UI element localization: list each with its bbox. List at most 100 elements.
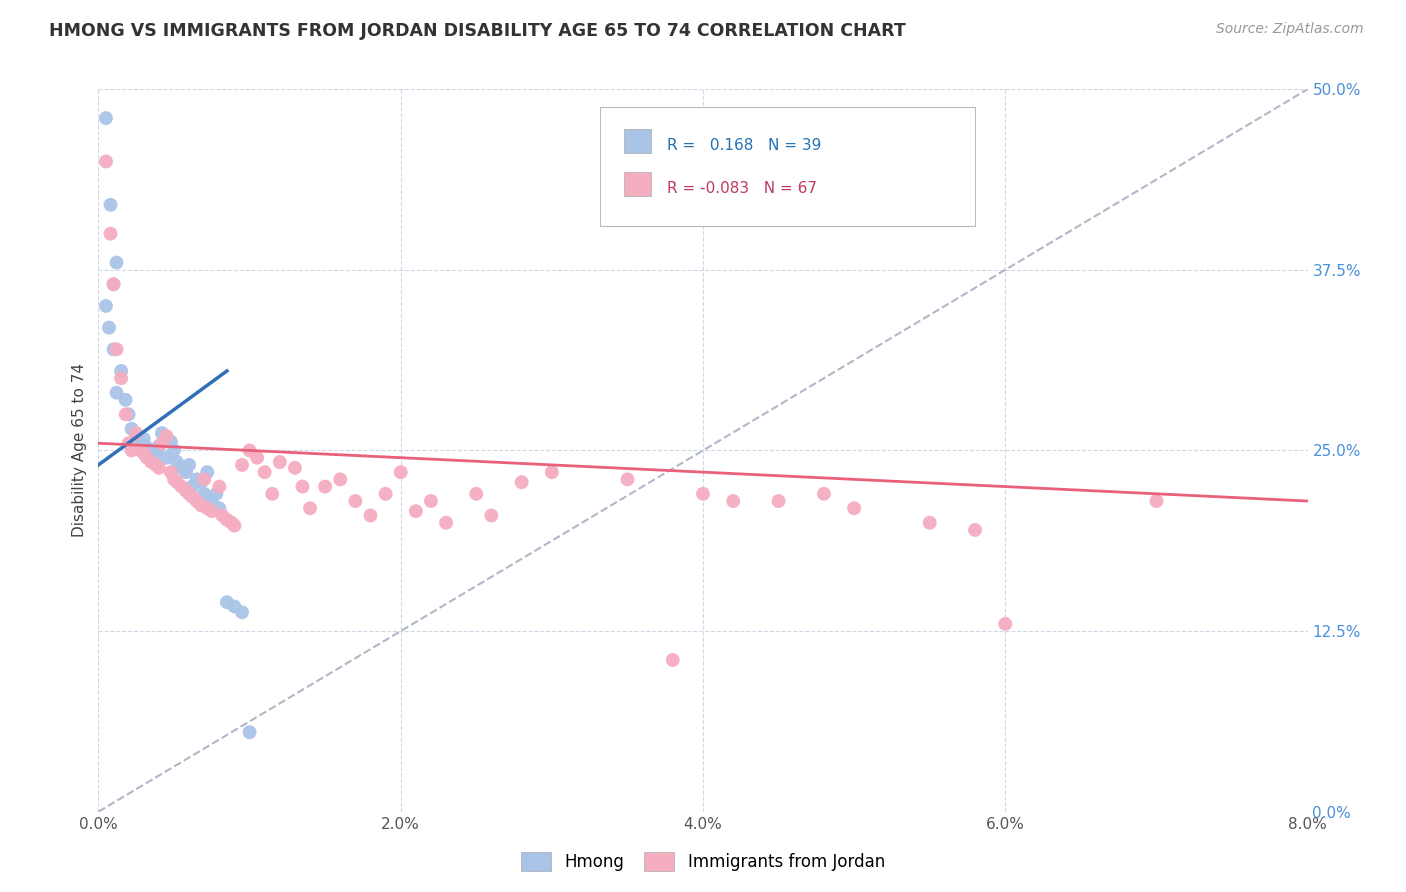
Point	[155, 450, 177, 465]
Y-axis label: Disability Age 65 to 74: Disability Age 65 to 74	[72, 363, 87, 538]
Point	[329, 472, 352, 486]
Point	[129, 443, 152, 458]
Point	[231, 605, 253, 619]
Point	[208, 501, 231, 516]
Point	[121, 443, 143, 458]
Point	[918, 516, 941, 530]
Point	[129, 436, 152, 450]
Point	[195, 465, 218, 479]
Point	[103, 277, 125, 292]
Point	[193, 472, 215, 486]
Point	[190, 475, 212, 490]
Point	[253, 465, 276, 479]
Point	[211, 508, 233, 523]
Point	[661, 653, 683, 667]
Point	[110, 371, 132, 385]
Point	[201, 494, 224, 508]
Point	[135, 441, 157, 455]
Point	[135, 450, 157, 465]
Point	[434, 516, 457, 530]
Point	[170, 460, 193, 475]
Point	[103, 277, 125, 292]
Point	[179, 458, 201, 472]
Point	[179, 487, 201, 501]
Point	[118, 407, 141, 421]
Point	[160, 434, 183, 449]
Point	[121, 422, 143, 436]
Point	[246, 450, 269, 465]
Point	[768, 494, 790, 508]
Point	[132, 446, 155, 460]
Point	[125, 429, 148, 443]
Text: R =   0.168   N = 39: R = 0.168 N = 39	[666, 138, 821, 153]
Text: HMONG VS IMMIGRANTS FROM JORDAN DISABILITY AGE 65 TO 74 CORRELATION CHART: HMONG VS IMMIGRANTS FROM JORDAN DISABILI…	[49, 22, 905, 40]
Point	[723, 494, 745, 508]
Point	[314, 480, 336, 494]
Point	[813, 487, 835, 501]
Point	[420, 494, 443, 508]
Point	[215, 595, 238, 609]
Point	[616, 472, 638, 486]
Point	[195, 501, 218, 516]
Point	[166, 455, 188, 469]
Point	[190, 499, 212, 513]
Point	[239, 725, 262, 739]
Point	[141, 455, 163, 469]
Point	[145, 446, 167, 460]
Point	[94, 299, 117, 313]
Point	[201, 504, 224, 518]
Point	[163, 443, 186, 458]
Point	[150, 436, 173, 450]
Point	[284, 460, 307, 475]
Point	[114, 392, 136, 407]
Point	[155, 429, 177, 443]
Point	[105, 255, 128, 269]
Point	[105, 343, 128, 357]
Point	[94, 111, 117, 125]
FancyBboxPatch shape	[624, 129, 651, 153]
Point	[186, 472, 208, 486]
Point	[100, 198, 122, 212]
FancyBboxPatch shape	[624, 172, 651, 196]
Point	[148, 439, 170, 453]
Point	[150, 426, 173, 441]
Point	[389, 465, 412, 479]
Point	[193, 487, 215, 501]
Point	[132, 432, 155, 446]
Point	[994, 616, 1017, 631]
Point	[186, 494, 208, 508]
Point	[125, 426, 148, 441]
Point	[105, 385, 128, 400]
Point	[166, 475, 188, 490]
Point	[844, 501, 866, 516]
Text: R = -0.083   N = 67: R = -0.083 N = 67	[666, 181, 817, 196]
Point	[174, 483, 197, 498]
Point	[103, 343, 125, 357]
Point	[160, 465, 183, 479]
Point	[174, 465, 197, 479]
Point	[269, 455, 291, 469]
Point	[118, 436, 141, 450]
Point	[965, 523, 987, 537]
Point	[221, 516, 243, 530]
Point	[239, 443, 262, 458]
Point	[510, 475, 533, 490]
Point	[98, 320, 121, 334]
Point	[291, 480, 314, 494]
Point	[114, 407, 136, 421]
Point	[262, 487, 284, 501]
Point	[540, 465, 562, 479]
Point	[224, 599, 246, 614]
Text: Source: ZipAtlas.com: Source: ZipAtlas.com	[1216, 22, 1364, 37]
Point	[231, 458, 253, 472]
Point	[692, 487, 714, 501]
Point	[94, 154, 117, 169]
Point	[208, 480, 231, 494]
Point	[100, 227, 122, 241]
Point	[141, 443, 163, 458]
Point	[224, 518, 246, 533]
Point	[181, 480, 204, 494]
Point	[360, 508, 382, 523]
Point	[465, 487, 488, 501]
Point	[170, 480, 193, 494]
